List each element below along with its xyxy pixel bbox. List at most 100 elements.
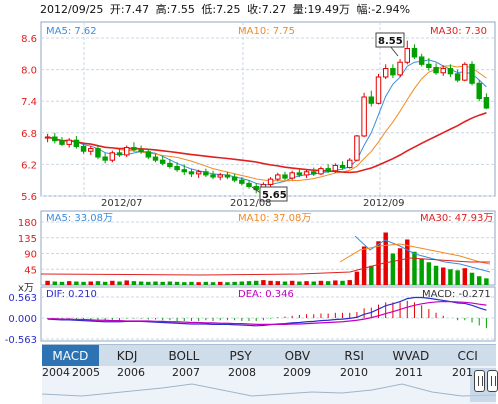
candle xyxy=(447,64,454,77)
candle xyxy=(275,172,281,182)
header-high: 7.55 xyxy=(170,3,195,16)
year-label: 2006 xyxy=(117,366,145,379)
candle-body xyxy=(390,68,396,76)
candle-body xyxy=(426,63,432,68)
candle-body xyxy=(59,140,65,145)
tab-cci[interactable]: CCI xyxy=(457,349,478,363)
candle-body xyxy=(311,171,317,175)
price-y-tick: 8.0 xyxy=(21,66,37,77)
candle-body xyxy=(152,156,159,161)
price-y-axis: 8.6 8.0 7.4 6.8 6.2 5.6 xyxy=(21,34,37,203)
year-label: 2007 xyxy=(172,366,200,379)
ma10-line xyxy=(47,65,487,182)
macd-lines xyxy=(47,296,487,327)
candle xyxy=(131,142,137,152)
volume-bar xyxy=(52,281,58,285)
candle xyxy=(325,164,331,173)
timeline-right-handle[interactable] xyxy=(487,370,498,392)
candle xyxy=(303,169,310,179)
candle xyxy=(167,159,173,169)
year-label: 201 xyxy=(452,366,473,379)
candle xyxy=(116,148,123,158)
candle-body xyxy=(469,63,475,84)
volume-ma30-label: MA30: 47.93万 xyxy=(420,213,493,224)
candle xyxy=(44,133,51,143)
candle-body xyxy=(318,168,324,175)
candle-body xyxy=(102,156,108,161)
tab-rsi[interactable]: RSI xyxy=(344,349,364,363)
x-tick-2012-08: 2012/08 xyxy=(230,198,272,209)
ma30-line xyxy=(47,112,487,174)
volume-y-tick: 45 xyxy=(24,265,37,276)
volume-bar xyxy=(232,281,237,285)
header-close: 7.27 xyxy=(262,3,287,16)
volume-bar xyxy=(484,278,489,285)
macd-y-axis: 0.563 0.000 -0.563 xyxy=(5,293,37,346)
candle-body xyxy=(375,76,382,104)
high-callout-value: 8.55 xyxy=(378,36,403,47)
candle xyxy=(404,40,411,65)
candle-body xyxy=(131,147,137,151)
candle xyxy=(95,145,101,160)
volume-bar xyxy=(354,271,360,285)
tab-boll[interactable]: BOLL xyxy=(168,349,200,363)
tab-wvad[interactable]: WVAD xyxy=(392,349,430,363)
date-axis: 2012/07 2012/08 2012/09 xyxy=(101,198,405,209)
candle-body xyxy=(267,178,274,185)
candle xyxy=(368,90,375,107)
candle xyxy=(188,168,195,178)
tab-obv[interactable]: OBV xyxy=(284,349,311,363)
price-y-tick: 5.6 xyxy=(21,192,37,203)
low-callout-box xyxy=(259,186,288,202)
price-y-tick: 8.6 xyxy=(21,34,37,45)
volume-bar xyxy=(117,281,122,285)
price-panel: 8.68.07.46.86.25.6 MA5: 7.62 MA10: 7.75 … xyxy=(21,21,496,203)
volume-unit-label: x万 xyxy=(18,283,34,294)
header-low: 7.25 xyxy=(216,3,241,16)
candle xyxy=(66,138,72,148)
candle xyxy=(282,171,288,181)
year-label: 2010 xyxy=(340,366,368,379)
candle-body xyxy=(411,48,418,58)
candle-body xyxy=(454,73,461,81)
candle-body xyxy=(80,145,87,152)
volume-bar xyxy=(412,251,417,285)
tab-kdj[interactable]: KDJ xyxy=(116,349,138,363)
header-close-label: 收: xyxy=(247,2,262,16)
tab-macd[interactable]: MACD xyxy=(42,345,99,367)
volume-ma10-line xyxy=(339,243,491,265)
candle xyxy=(52,132,58,144)
candle-body xyxy=(354,135,360,161)
volume-bar xyxy=(455,270,460,285)
price-panel-frame xyxy=(40,21,496,197)
volume-bar xyxy=(182,282,187,285)
candle xyxy=(339,161,346,170)
timeline-left-handle[interactable] xyxy=(474,370,485,392)
candle-body xyxy=(447,68,454,75)
candle-body xyxy=(346,159,353,169)
timeline-navigator[interactable]: 2004 2005 2006 2007 2008 2009 2010 2011 201 xyxy=(42,366,496,404)
header-date: 2012/09/25 xyxy=(40,3,103,16)
candle xyxy=(224,171,231,180)
candle xyxy=(88,145,94,155)
header-volume-label: 量: xyxy=(293,3,308,16)
candle-body xyxy=(433,66,439,74)
year-label: 2004 xyxy=(42,366,70,379)
price-y-tick: 7.4 xyxy=(21,97,37,108)
volume-bar xyxy=(419,258,424,285)
volume-bar xyxy=(88,281,93,285)
candle xyxy=(267,177,274,187)
tab-psy[interactable]: PSY xyxy=(229,349,252,363)
volume-bar xyxy=(369,265,374,285)
volume-bar xyxy=(340,280,345,285)
volume-bar xyxy=(441,267,446,285)
candle-body xyxy=(303,171,310,176)
price-ma30-label: MA30: 7.30 xyxy=(430,26,487,37)
candle xyxy=(418,53,425,67)
high-callout-box xyxy=(375,32,405,48)
candle xyxy=(476,80,482,102)
volume-bar xyxy=(131,281,137,285)
candle-body xyxy=(181,169,188,173)
macd-dea-label: DEA: 0.346 xyxy=(238,289,294,300)
candle xyxy=(354,134,360,162)
